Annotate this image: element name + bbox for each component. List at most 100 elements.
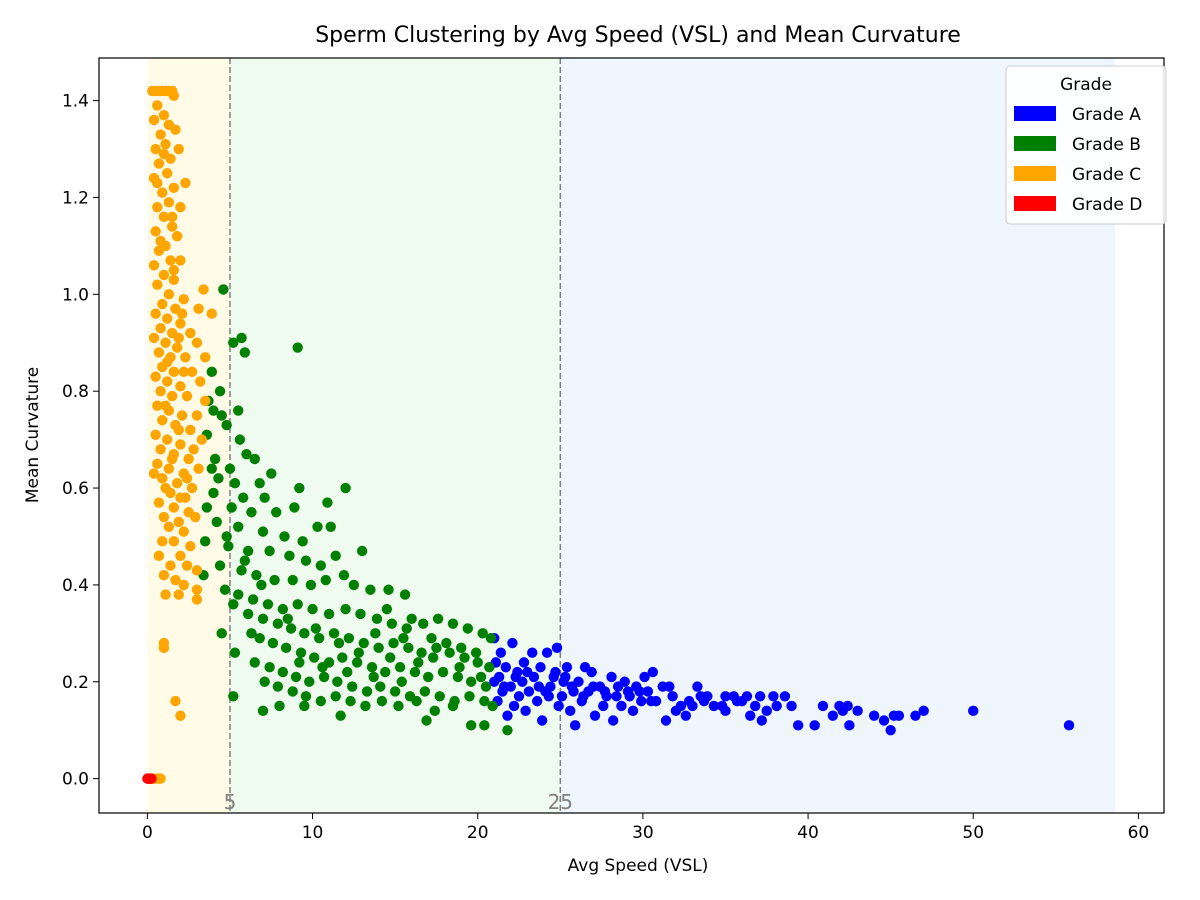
data-point [158,211,170,223]
data-point [642,686,654,697]
data-point [166,390,178,402]
data-point [185,540,196,552]
data-point [173,424,184,436]
data-point [599,686,611,697]
data-point [181,473,193,484]
data-point [228,337,239,348]
legend-box [1005,65,1167,225]
data-point [165,560,176,571]
data-point [543,691,554,702]
data-point [523,686,535,697]
data-point [162,313,173,324]
data-point [185,327,196,339]
data-point [918,705,929,717]
data-point [198,284,209,295]
data-point [332,676,343,687]
data-point [380,666,391,678]
data-point [153,497,165,508]
data-point [692,681,703,692]
data-point [175,492,186,503]
data-point [309,652,320,663]
data-point [150,308,161,319]
data-point [170,124,181,135]
data-point [520,705,531,717]
data-point [745,710,756,721]
data-point [254,478,265,489]
data-point [510,671,521,683]
data-point [143,773,154,784]
data-point [256,579,267,591]
data-point [280,642,292,654]
data-point [536,715,548,726]
data-point [431,642,442,654]
data-point [304,676,315,687]
data-point [551,642,563,654]
x-axis-ticks: 0 10 20 30 40 50 60 [142,813,1149,843]
y-tick-label: 0.4 [62,576,89,596]
data-point [771,700,782,712]
data-point [279,531,290,542]
data-point [269,574,280,586]
data-point [175,201,186,213]
data-point [313,632,325,644]
data-point [844,720,855,731]
data-point [300,555,312,566]
data-point [464,691,475,702]
data-point [345,695,356,707]
data-point [162,434,173,445]
data-point [166,221,178,232]
data-point [264,545,275,557]
data-point [441,637,452,649]
data-point [237,492,249,503]
data-point [444,647,455,658]
data-point [171,231,183,242]
data-point [191,584,203,595]
data-point [375,681,386,692]
data-point [155,444,166,455]
x-axis-label: Avg Speed (VSL) [568,856,709,876]
data-point [560,671,571,683]
data-point [885,724,896,736]
data-point [175,381,186,392]
data-point [257,705,269,717]
data-point [606,671,617,683]
data-point [170,695,181,707]
data-point [556,691,568,702]
data-point [502,710,513,721]
data-point [409,666,421,678]
data-point [206,308,218,319]
data-point [191,594,203,605]
data-point [607,715,619,726]
data-point [228,691,239,702]
data-point [162,168,173,179]
data-point [157,415,168,426]
data-point [168,274,180,286]
data-point [239,555,251,566]
data-point [214,560,226,571]
data-point [416,647,427,658]
data-point [376,695,388,707]
data-point [489,676,500,687]
data-point [647,666,659,678]
data-point [168,264,180,276]
data-point [152,201,163,213]
data-point [249,657,260,668]
x-tick-label: 20 [467,823,489,843]
data-point [426,632,437,644]
data-point [318,671,330,683]
data-point [241,448,252,460]
x-tick-label: 10 [302,823,324,843]
data-point [178,579,189,591]
y-tick-label: 1.4 [62,92,89,112]
data-point [153,347,165,358]
data-point [257,613,269,625]
data-point [152,400,163,411]
data-point [541,647,553,658]
data-point [153,245,165,256]
data-point [852,705,863,717]
series-grade-a [489,632,1075,736]
data-point [456,642,467,654]
data-point [622,686,634,697]
data-point [157,187,168,198]
x-tick-label: 0 [142,823,153,843]
